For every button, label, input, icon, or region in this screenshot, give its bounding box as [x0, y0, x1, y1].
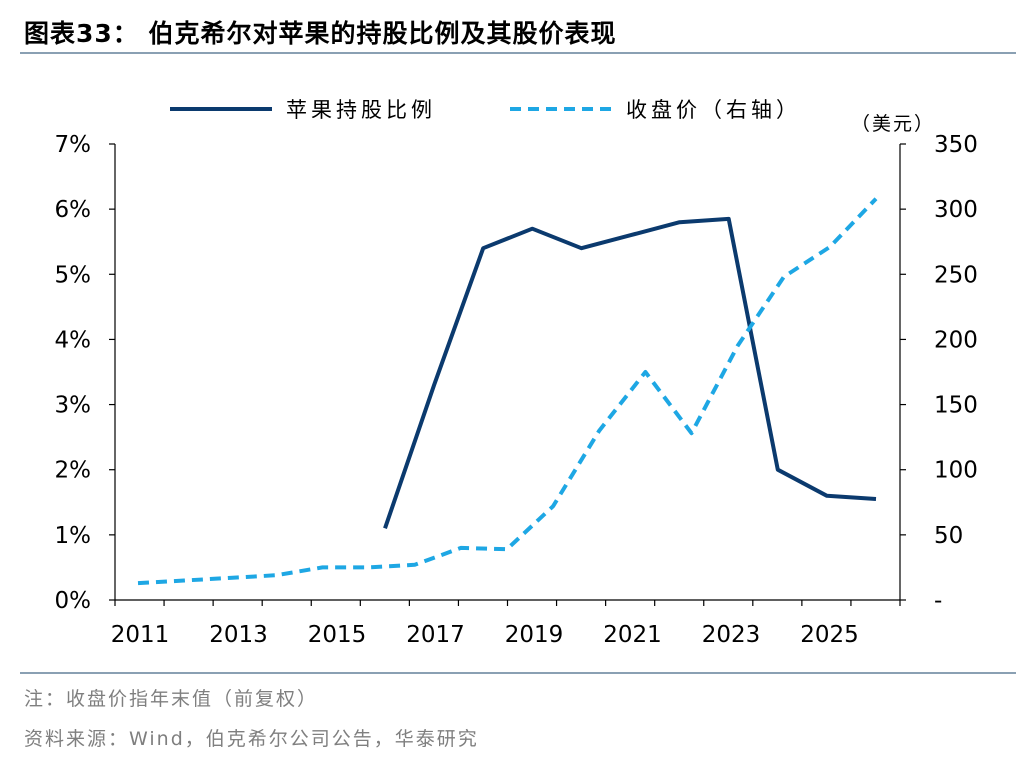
x-tick-label: 2025: [800, 622, 859, 648]
y-left-tick-label: 6%: [55, 197, 92, 223]
y-right-tick-label: 50: [934, 523, 963, 549]
x-tick-label: 2011: [111, 622, 170, 648]
y-left-tick-label: 3%: [55, 393, 92, 419]
y-left-tick-label: 5%: [55, 262, 92, 288]
x-tick-label: 2015: [308, 622, 367, 648]
y-right-tick-label: 200: [934, 327, 978, 353]
chart: 苹果持股比例 收盘价（右轴） 0% 1% 2% 3% 4% 5% 6% 7% - 50 100 150 2…: [55, 98, 978, 648]
axes: 0% 1% 2% 3% 4% 5% 6% 7% - 50 100 150 200 250 300 350（美元…: [55, 113, 978, 648]
footer: 注：收盘价指年末值（前复权） 资料来源：Wind，伯克希尔公司公告，华泰研究: [20, 672, 1016, 750]
y-right-unit-label: （美元）: [851, 113, 935, 135]
y-left-tick-label: 1%: [55, 523, 92, 549]
x-tick-label: 2019: [505, 622, 564, 648]
chart-title: 图表33： 伯克希尔对苹果的持股比例及其股价表现: [24, 19, 617, 48]
header: 图表33： 伯克希尔对苹果的持股比例及其股价表现: [20, 8, 1016, 54]
series-line-close-price: [137, 197, 878, 586]
legend-label: 收盘价（右轴）: [626, 98, 801, 122]
y-left-tick-label: 2%: [55, 458, 92, 484]
legend: 苹果持股比例 收盘价（右轴）: [170, 98, 801, 122]
legend-label: 苹果持股比例: [286, 98, 436, 122]
series-line-holding-ratio: [383, 216, 877, 529]
y-right-tick-label: -: [934, 588, 942, 614]
y-right-tick-label: 150: [934, 393, 978, 419]
y-right-tick-label: 250: [934, 262, 978, 288]
y-right-tick-label: 350: [934, 132, 978, 158]
x-tick-label: 2023: [702, 622, 761, 648]
y-left-tick-label: 7%: [55, 132, 92, 158]
y-right-tick-label: 300: [934, 197, 978, 223]
y-right-tick-label: 100: [934, 458, 978, 484]
x-tick-label: 2013: [209, 622, 268, 648]
x-tick-label: 2017: [406, 622, 465, 648]
y-left-tick-label: 0%: [55, 588, 92, 614]
chart-note: 注：收盘价指年末值（前复权）: [24, 688, 319, 710]
y-left-tick-label: 4%: [55, 327, 92, 353]
series-group: [137, 197, 878, 586]
chart-source: 资料来源：Wind，伯克希尔公司公告，华泰研究: [24, 728, 479, 750]
x-tick-label: 2021: [603, 622, 662, 648]
